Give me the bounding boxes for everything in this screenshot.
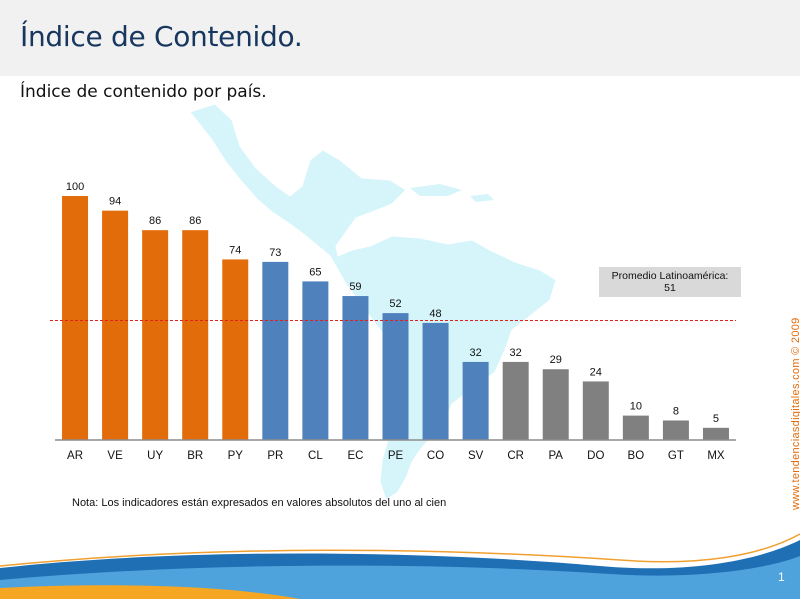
data-label-bo: 10	[630, 401, 642, 413]
tick-label-cr: CR	[507, 450, 524, 462]
tick-label-ar: AR	[67, 450, 83, 462]
slide-title: Índice de Contenido.	[20, 20, 303, 53]
tick-label-ve: VE	[107, 450, 123, 462]
tick-label-bo: BO	[628, 450, 645, 462]
data-label-do: 24	[590, 366, 602, 378]
tick-label-br: BR	[187, 450, 203, 462]
header-band	[0, 0, 800, 76]
bar-ec	[342, 296, 369, 440]
bar-pa	[542, 369, 569, 440]
tick-label-gt: GT	[668, 450, 684, 462]
map-caribbean	[410, 184, 462, 196]
data-label-ec: 59	[349, 281, 361, 293]
data-label-ar: 100	[66, 181, 84, 193]
tick-label-py: PY	[228, 450, 244, 462]
data-label-ve: 94	[109, 196, 121, 208]
bar-pr	[262, 261, 289, 440]
bar-mx	[702, 427, 729, 440]
average-label-text: Promedio Latinoamérica:	[611, 270, 729, 282]
tick-label-ec: EC	[347, 450, 363, 462]
tick-label-do: DO	[587, 450, 604, 462]
bar-py	[222, 259, 249, 440]
data-label-co: 48	[429, 308, 441, 320]
bar-gt	[662, 420, 689, 440]
tick-label-pr: PR	[267, 450, 283, 462]
tick-label-pa: PA	[548, 450, 563, 462]
tick-label-sv: SV	[468, 450, 484, 462]
data-label-pe: 52	[389, 298, 401, 310]
wave-orange	[0, 585, 300, 599]
data-label-gt: 8	[673, 405, 679, 417]
bar-do	[582, 381, 609, 440]
bar-bo	[622, 415, 649, 440]
tick-label-co: CO	[427, 450, 444, 462]
page-number: 1	[778, 570, 785, 584]
average-label-value: 51	[664, 282, 676, 294]
chart-note: Nota: Los indicadores están expresados e…	[72, 497, 447, 509]
bar-sv	[462, 361, 489, 440]
data-label-uy: 86	[149, 215, 161, 227]
chart-subtitle: Índice de contenido por país.	[20, 82, 267, 102]
average-label-box: Promedio Latinoamérica: 51	[599, 267, 741, 297]
data-label-cl: 65	[309, 266, 321, 278]
tick-label-pe: PE	[388, 450, 404, 462]
tick-label-cl: CL	[308, 450, 323, 462]
tick-label-uy: UY	[147, 450, 163, 462]
bar-cr	[502, 361, 529, 440]
map-caribbean-2	[470, 194, 494, 202]
bar-ve	[102, 210, 129, 440]
bar-pe	[382, 313, 409, 440]
bar-br	[182, 230, 209, 440]
bar-cl	[302, 281, 329, 440]
data-label-br: 86	[189, 215, 201, 227]
data-label-sv: 32	[469, 347, 481, 359]
bar-uy	[142, 230, 169, 440]
data-label-cr: 32	[510, 347, 522, 359]
bar-co	[422, 322, 449, 440]
data-label-py: 74	[229, 244, 241, 256]
data-label-pa: 29	[550, 354, 562, 366]
tick-label-mx: MX	[707, 450, 725, 462]
data-label-pr: 73	[269, 247, 281, 259]
wave-line	[0, 533, 800, 567]
map-shape	[189, 103, 557, 501]
bar-ar	[62, 196, 89, 440]
data-label-mx: 5	[713, 413, 719, 425]
